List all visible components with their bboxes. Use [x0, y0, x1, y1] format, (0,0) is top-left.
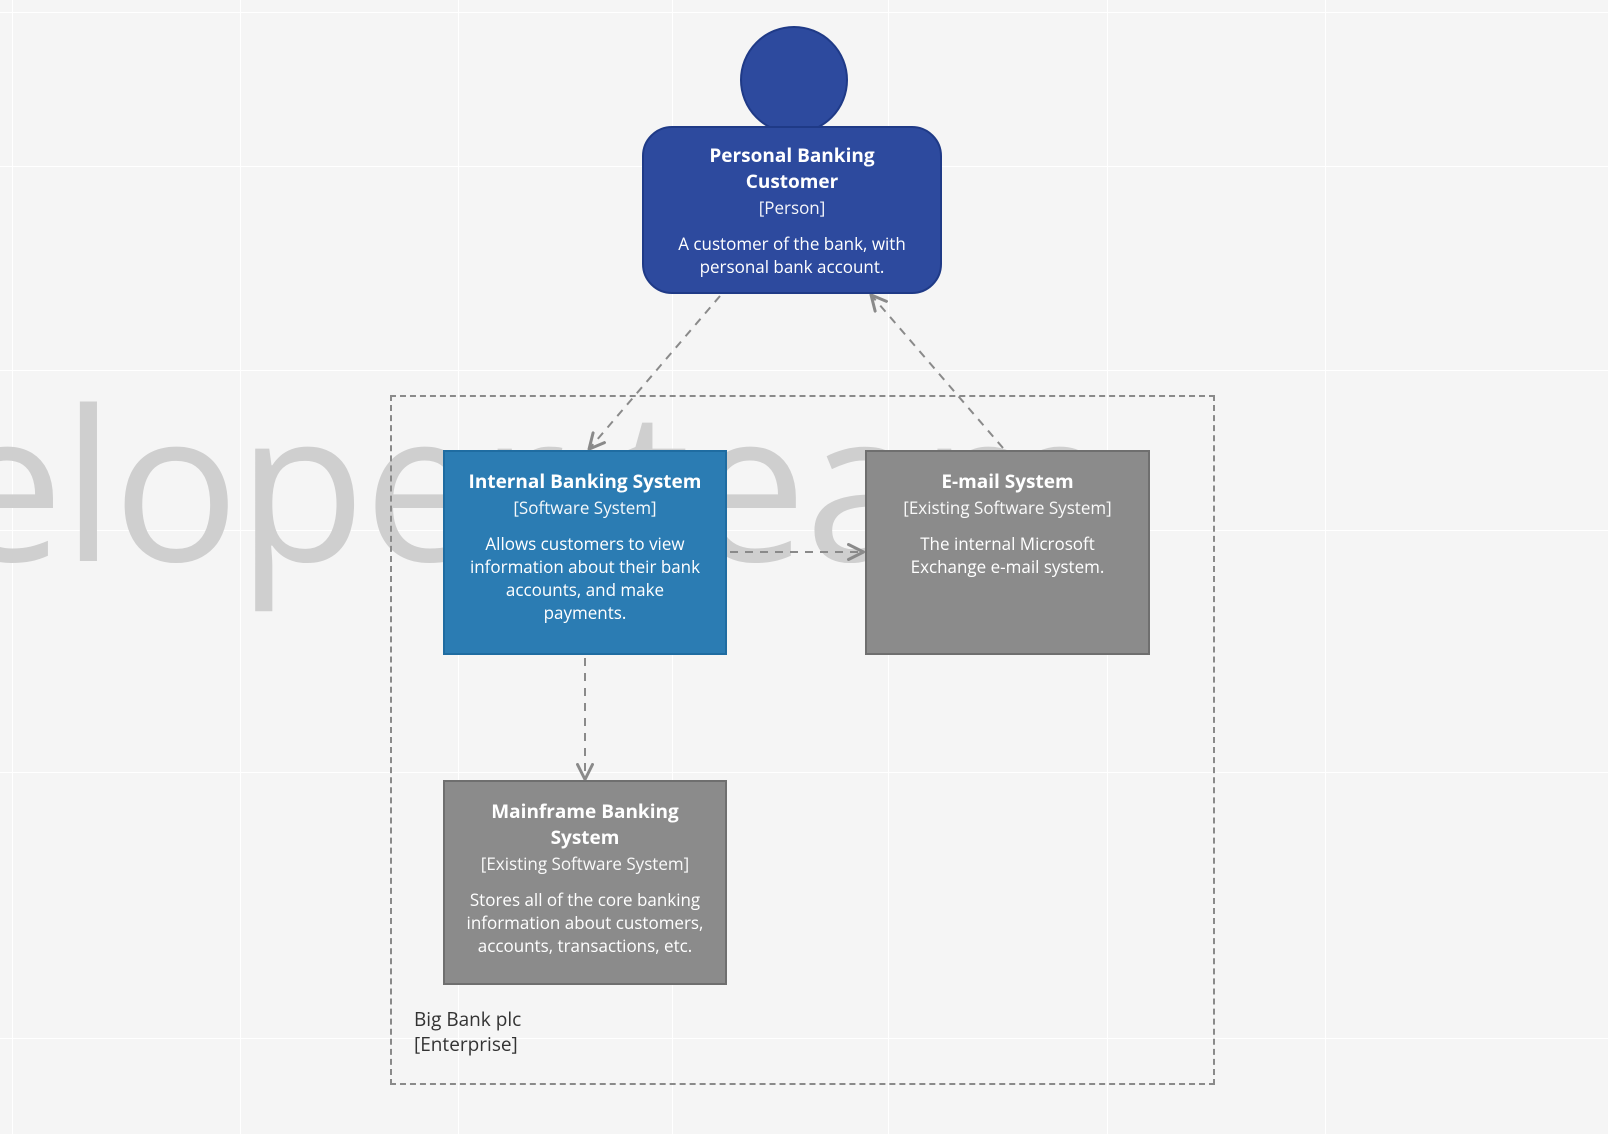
- system-desc: The internal Microsoft Exchange e-mail s…: [885, 533, 1130, 579]
- system-email-system: E-mail System[Existing Software System] T…: [865, 450, 1150, 655]
- enterprise-name: Big Bank plc: [414, 1007, 521, 1032]
- enterprise-stereo: [Enterprise]: [414, 1032, 521, 1057]
- system-stereo: [Software System]: [463, 496, 707, 519]
- system-desc: Stores all of the core banking informati…: [463, 889, 707, 958]
- system-title: Mainframe Banking System: [463, 798, 707, 850]
- person-head-icon: [740, 26, 848, 134]
- system-title: E-mail System: [885, 468, 1130, 494]
- system-title: Internal Banking System: [463, 468, 707, 494]
- system-internal-banking: Internal Banking System[Software System]…: [443, 450, 727, 655]
- grid-line-v: [1325, 0, 1326, 1134]
- grid-line-h: [0, 12, 1608, 13]
- person-title: Personal Banking Customer: [662, 142, 922, 194]
- system-stereo: [Existing Software System]: [885, 496, 1130, 519]
- system-mainframe: Mainframe Banking System[Existing Softwa…: [443, 780, 727, 985]
- system-stereo: [Existing Software System]: [463, 852, 707, 875]
- person-node: Personal Banking Customer [Person] A cus…: [642, 126, 942, 294]
- system-desc: Allows customers to view information abo…: [463, 533, 707, 625]
- enterprise-label: Big Bank plc [Enterprise]: [414, 1007, 521, 1056]
- person-desc: A customer of the bank, with personal ba…: [662, 233, 922, 279]
- person-stereo: [Person]: [662, 196, 922, 219]
